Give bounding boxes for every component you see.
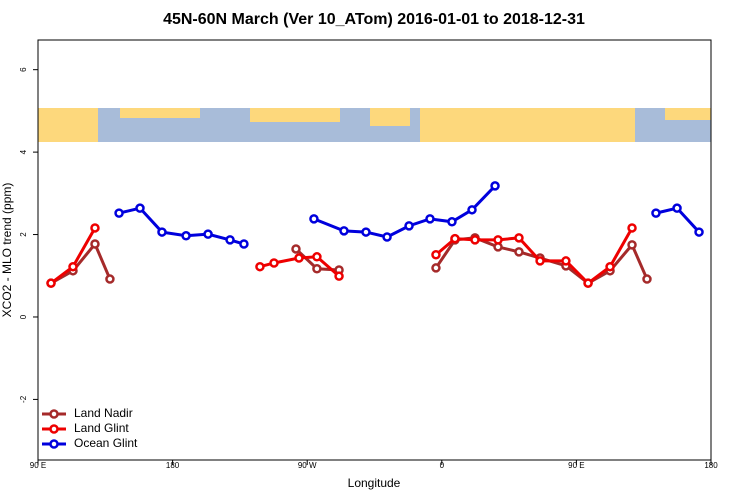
point: [334, 271, 344, 281]
point: [431, 249, 441, 260]
chart-title: 45N-60N March (Ver 10_ATom) 2016-01-01 t…: [163, 11, 585, 28]
point: [382, 232, 392, 242]
point: [425, 214, 435, 224]
point: [312, 264, 322, 274]
point: [105, 274, 115, 284]
point: [255, 261, 265, 272]
point: [583, 278, 593, 288]
legend-marker: [49, 439, 59, 449]
legend-marker: [49, 409, 59, 419]
point: [135, 203, 145, 213]
legend-marker: [49, 424, 59, 434]
point: [470, 235, 480, 245]
point: [339, 226, 349, 236]
point: [114, 208, 124, 218]
point: [450, 233, 460, 244]
legend-label: Land Nadir: [74, 406, 133, 420]
point: [404, 221, 414, 231]
point: [294, 253, 304, 263]
y-tick-label: 0: [19, 314, 28, 319]
point: [431, 263, 441, 273]
point: [514, 233, 524, 243]
map-band: [38, 108, 711, 142]
point: [493, 235, 503, 245]
point: [627, 223, 637, 233]
point: [467, 205, 477, 215]
point: [239, 239, 249, 249]
point: [514, 247, 524, 257]
point: [605, 261, 615, 272]
point: [447, 217, 457, 227]
legend-label: Land Glint: [74, 421, 129, 435]
y-tick-label: 2: [19, 232, 28, 237]
point: [561, 256, 571, 266]
x-tick-label: 180: [166, 461, 180, 470]
plot-frame: [37, 39, 712, 461]
x-tick-label: 90 E: [30, 461, 46, 470]
y-axis-label: XCO2 - MLO trend (ppm): [0, 183, 14, 318]
point: [361, 227, 371, 237]
point: [90, 239, 100, 249]
point: [269, 258, 279, 268]
point: [203, 229, 213, 239]
point: [68, 261, 78, 272]
x-tick-label: 0: [440, 461, 445, 470]
point: [90, 223, 100, 233]
point: [181, 231, 191, 241]
point: [651, 208, 661, 218]
y-tick-label: 4: [19, 149, 28, 154]
point: [694, 227, 704, 237]
point: [309, 214, 319, 224]
y-tick-label: 6: [19, 67, 28, 72]
point: [225, 235, 235, 245]
point: [672, 203, 682, 213]
y-tick-label: -2: [19, 395, 28, 403]
point: [312, 252, 322, 262]
point: [535, 256, 545, 266]
point: [46, 278, 56, 288]
x-tick-label: 90 E: [568, 461, 584, 470]
x-tick-label: 180: [704, 461, 718, 470]
x-axis-label: Longitude: [348, 476, 401, 490]
point: [157, 227, 167, 237]
x-tick-label: 90 W: [298, 461, 317, 470]
point: [627, 240, 637, 250]
legend-label: Ocean Glint: [74, 436, 138, 450]
point: [291, 244, 301, 254]
point: [642, 274, 652, 284]
point: [490, 181, 500, 191]
